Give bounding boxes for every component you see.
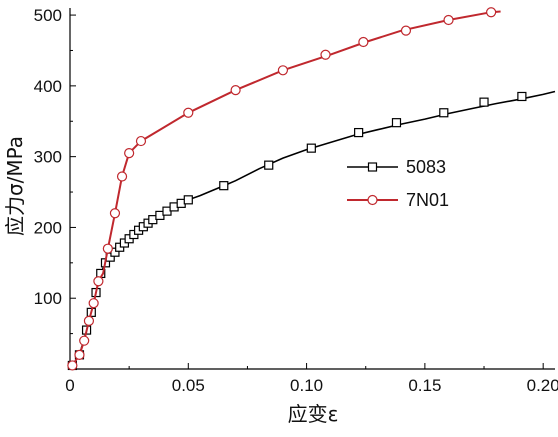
legend: 5083 7N01 bbox=[347, 157, 449, 210]
data-point bbox=[486, 7, 497, 18]
data-point bbox=[183, 195, 193, 205]
series-7N01 bbox=[67, 7, 501, 371]
data-point bbox=[277, 65, 289, 76]
data-point bbox=[124, 148, 135, 159]
data-point bbox=[116, 171, 128, 182]
y-axis-label: 应力σ/MPa bbox=[3, 136, 27, 236]
series-5083 bbox=[67, 90, 556, 371]
legend-label-5083: 5083 bbox=[406, 157, 446, 177]
series-layer bbox=[67, 7, 556, 371]
data-point bbox=[83, 315, 95, 326]
data-point bbox=[74, 349, 85, 360]
x-tick-label: 0.15 bbox=[408, 376, 441, 395]
x-tick-label: 0.20 bbox=[527, 376, 558, 395]
y-tick-label: 200 bbox=[34, 218, 62, 237]
data-point bbox=[88, 298, 99, 309]
series-line-7N01 bbox=[71, 10, 501, 367]
y-tick-label: 300 bbox=[34, 148, 62, 167]
data-point bbox=[354, 127, 364, 138]
data-point bbox=[109, 208, 121, 219]
data-point bbox=[230, 85, 241, 96]
data-point bbox=[135, 135, 147, 147]
legend-marker-7N01 bbox=[367, 194, 378, 206]
y-tick-label: 500 bbox=[34, 6, 62, 25]
data-point bbox=[93, 276, 104, 287]
data-point bbox=[219, 181, 229, 191]
data-point bbox=[79, 335, 90, 346]
data-point bbox=[320, 49, 331, 60]
data-point bbox=[264, 160, 274, 170]
data-point bbox=[306, 143, 316, 153]
y-tick-label: 400 bbox=[34, 77, 62, 96]
data-point bbox=[183, 107, 194, 118]
x-tick-label: 0 bbox=[65, 376, 74, 395]
data-point bbox=[358, 36, 369, 48]
legend-label-7N01: 7N01 bbox=[406, 190, 449, 210]
data-point bbox=[439, 108, 449, 118]
data-point bbox=[517, 91, 527, 102]
y-tick-label: 100 bbox=[34, 289, 62, 308]
x-tick-label: 0.05 bbox=[172, 376, 205, 395]
legend-marker-5083 bbox=[367, 162, 378, 172]
data-point bbox=[391, 118, 402, 128]
x-tick-label: 0.10 bbox=[290, 376, 323, 395]
data-point bbox=[400, 25, 412, 36]
data-point bbox=[67, 360, 78, 371]
axes-layer: 0 0.05 0.10 0.15 0.20 100 200 300 400 500 bbox=[34, 6, 558, 395]
x-axis-label: 应变ε bbox=[288, 402, 339, 426]
data-point bbox=[102, 243, 113, 254]
data-point bbox=[443, 14, 454, 26]
data-point bbox=[479, 97, 489, 107]
